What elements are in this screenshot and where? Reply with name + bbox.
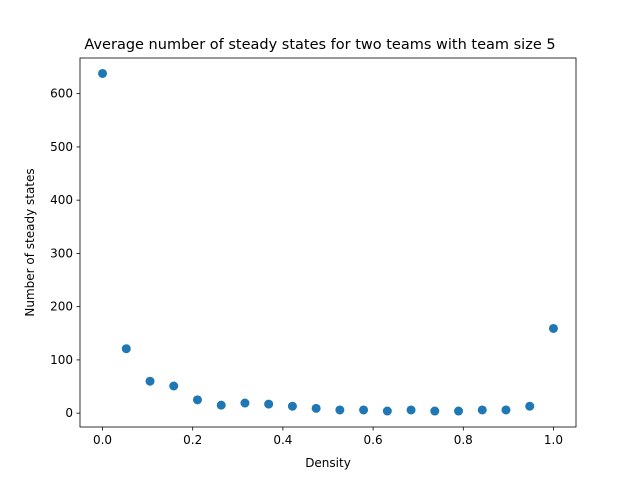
data-point [216, 400, 226, 410]
x-tick-label: 0.4 [273, 433, 292, 447]
x-tick-label: 1.0 [544, 433, 563, 447]
data-point [548, 323, 558, 333]
data-point [477, 405, 487, 415]
data-point [98, 68, 108, 78]
data-point [145, 376, 155, 386]
data-point [240, 398, 250, 408]
data-point [382, 406, 392, 416]
y-tick-label: 0 [65, 406, 73, 420]
x-axis-label: Density [305, 456, 351, 470]
plot-area: 0.0 0.2 0.4 0.6 0.8 1.0 0 100 200 300 400 500 600 [50, 68, 563, 447]
x-tick-label: 0.6 [364, 433, 383, 447]
x-tick-label: 0.2 [183, 433, 202, 447]
y-tick-label: 500 [50, 140, 73, 154]
data-point [406, 405, 416, 415]
data-point [430, 406, 440, 416]
chart-title: Average number of steady states for two … [84, 37, 555, 53]
axes-frame [79, 57, 577, 428]
data-point [454, 406, 464, 416]
y-axis-label: Number of steady states [23, 168, 37, 316]
data-point [525, 401, 535, 411]
y-tick-label: 200 [50, 300, 73, 314]
data-point [192, 395, 202, 405]
data-point [311, 403, 321, 413]
data-point [335, 405, 345, 415]
y-tick-label: 100 [50, 353, 73, 367]
y-tick-label: 300 [50, 246, 73, 260]
data-point [121, 344, 131, 354]
y-tick-label: 400 [50, 193, 73, 207]
x-tick-label: 0.8 [454, 433, 473, 447]
data-point [287, 401, 297, 411]
data-point [264, 399, 274, 409]
data-point [501, 405, 511, 415]
data-point [169, 381, 179, 391]
y-tick-label: 600 [50, 87, 73, 101]
x-tick-label: 0.0 [93, 433, 112, 447]
data-point [359, 405, 369, 415]
